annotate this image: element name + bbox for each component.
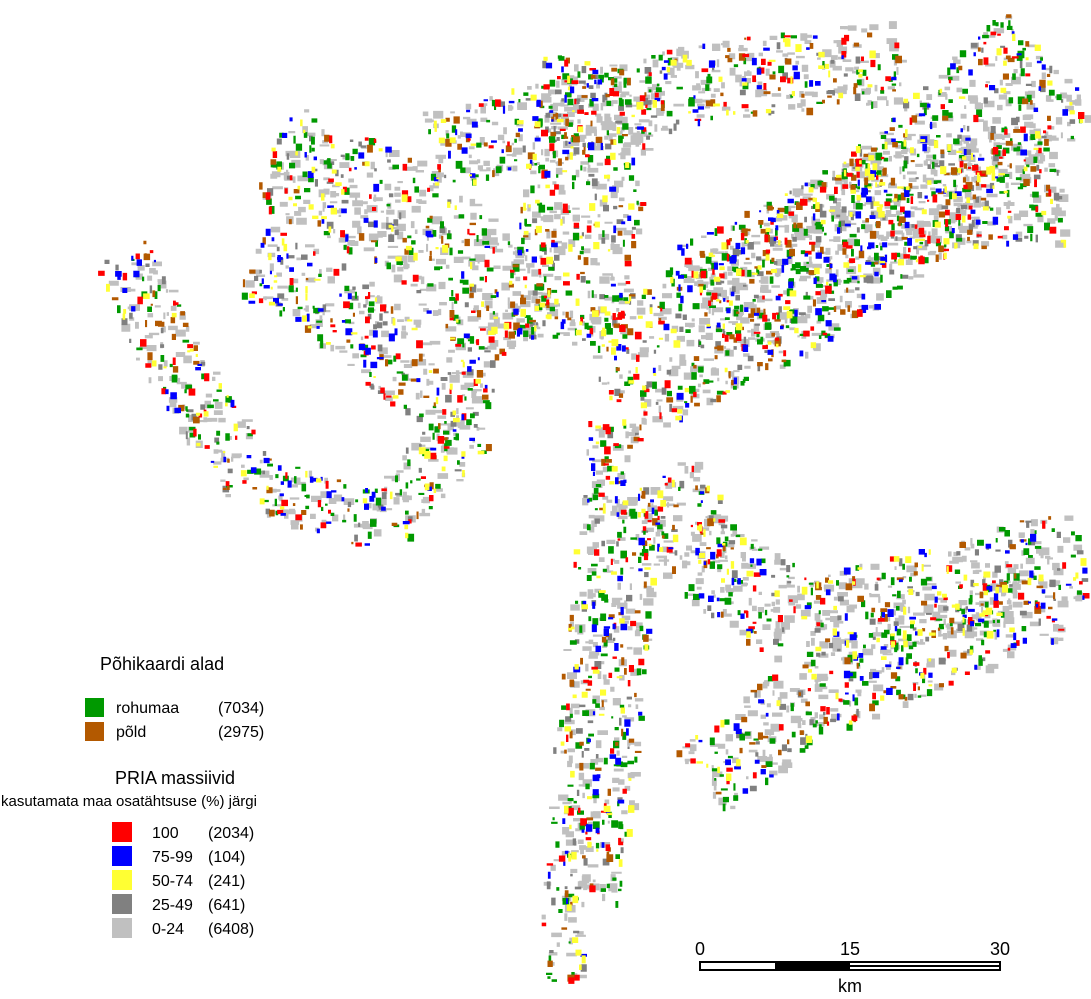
legend-title: PRIA massiivid [115, 768, 235, 788]
legend-label: 50-74 [152, 873, 193, 890]
legend-label: 25-49 [152, 897, 193, 914]
legend-count: (6408) [208, 921, 254, 938]
scale-tick-label: 30 [990, 939, 1010, 959]
legend-count: (2975) [218, 724, 264, 741]
legend-swatch [112, 918, 132, 938]
legend-subtitle: kasutamata maa osatähtsuse (%) järgi [1, 793, 257, 810]
scale-tick-label: 0 [695, 939, 705, 959]
scale-tick-label: 15 [840, 939, 860, 959]
land-patches [109, 16, 1091, 980]
legend-swatch [112, 870, 132, 890]
scale-unit: km [838, 976, 862, 996]
scale-segment [775, 962, 850, 970]
legend-swatch [112, 846, 132, 866]
legend-count: (641) [208, 897, 245, 914]
scale-segment [850, 965, 1000, 967]
legend-swatch [112, 894, 132, 914]
legend-swatch [85, 722, 104, 741]
legend-label: rohumaa [116, 700, 179, 717]
legend-label: 100 [152, 825, 179, 842]
legend-swatch [112, 822, 132, 842]
map: Põhikaardi alad PRIA massiivid kasutamat… [0, 0, 1091, 999]
legend: Põhikaardi alad PRIA massiivid kasutamat… [1, 654, 264, 938]
map-page: Põhikaardi alad PRIA massiivid kasutamat… [0, 0, 1091, 999]
legend-swatch [85, 698, 104, 717]
legend-title: Põhikaardi alad [100, 654, 224, 674]
legend-count: (7034) [218, 700, 264, 717]
legend-label: põld [116, 724, 146, 741]
legend-label: 75-99 [152, 849, 193, 866]
scale-bar: km 0 15 30 [695, 939, 1010, 996]
legend-count: (104) [208, 849, 245, 866]
legend-count: (241) [208, 873, 245, 890]
legend-label: 0-24 [152, 921, 184, 938]
legend-count: (2034) [208, 825, 254, 842]
